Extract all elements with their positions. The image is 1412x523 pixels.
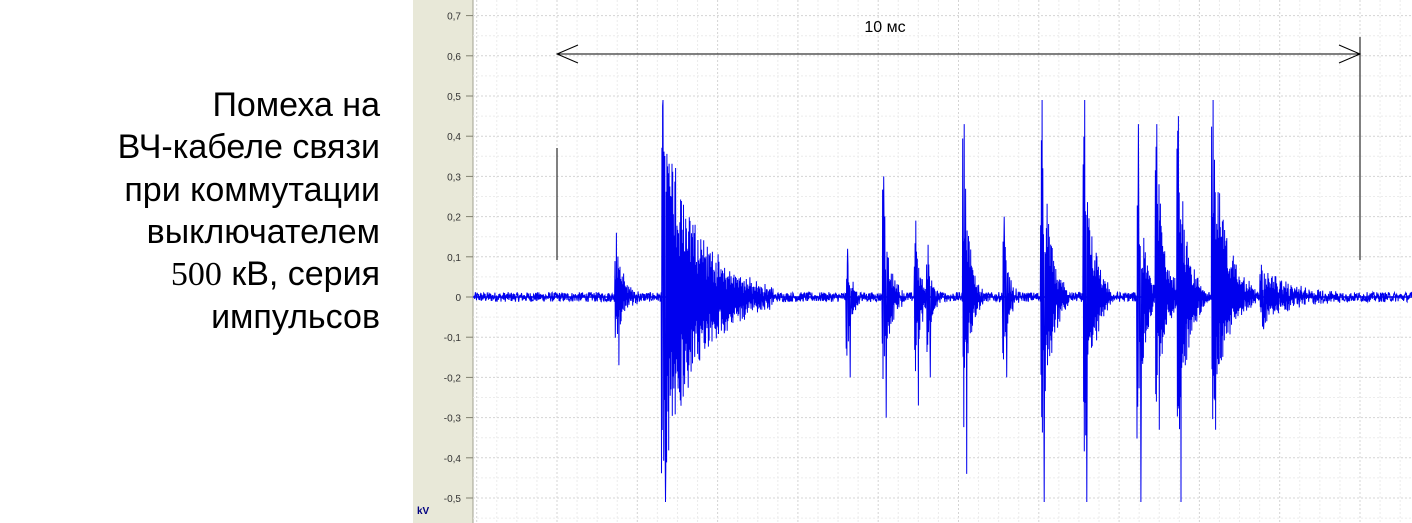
- caption-line: ВЧ-кабеле связи: [117, 128, 380, 167]
- y-tick-label: -0,1: [444, 333, 462, 344]
- annotation-arrow-right-head: [1338, 44, 1362, 64]
- y-tick-label: 0,2: [447, 213, 461, 224]
- y-tick-label: -0,4: [444, 454, 462, 465]
- caption-voltage-number: 500: [170, 256, 222, 294]
- y-tick-label: 0,3: [447, 172, 461, 183]
- caption-line: Помеха на: [212, 86, 380, 124]
- caption-line: 500 кВ, серия: [0, 253, 380, 296]
- y-tick-label: 0,5: [447, 92, 461, 103]
- caption-line: выключателем: [146, 212, 380, 251]
- y-tick-label: 0,7: [447, 12, 461, 23]
- y-tick-label: 0: [455, 293, 461, 304]
- duration-annotation: 10 мс: [555, 19, 1362, 260]
- waveform-line: [473, 99, 1412, 503]
- y-tick-label: 0,4: [447, 132, 461, 143]
- annotation-label: 10 мс: [864, 19, 905, 36]
- y-axis-unit-label: kV: [417, 506, 430, 517]
- y-tick-label: -0,2: [444, 373, 462, 384]
- annotation-arrow-left-head: [555, 44, 579, 64]
- y-tick-label: 0,1: [447, 253, 461, 264]
- y-tick-label: -0,3: [444, 414, 462, 425]
- caption-line: при коммутации: [124, 170, 380, 209]
- y-tick-label: 0,6: [447, 52, 461, 63]
- y-tick-label: -0,5: [444, 494, 462, 505]
- y-ticks: 0,7 0,6 0,5 0,4 0,3 0,2 0,1 0 -0,1 -0,2 -0,3 -0,4 -0…: [444, 12, 473, 505]
- caption-line: импульсов: [211, 298, 380, 337]
- waveform-chart: 0,7 0,6 0,5 0,4 0,3 0,2 0,1 0 -0,1 -0,2 -0,3 -0,4 -0…: [413, 0, 1412, 523]
- waveform-series: [473, 99, 1412, 503]
- caption-voltage-rest: кВ, серия: [221, 255, 380, 294]
- y-axis-panel: [413, 0, 473, 523]
- chart-background: [413, 0, 1412, 523]
- caption: Помеха на ВЧ-кабеле связи при коммутации…: [0, 84, 380, 339]
